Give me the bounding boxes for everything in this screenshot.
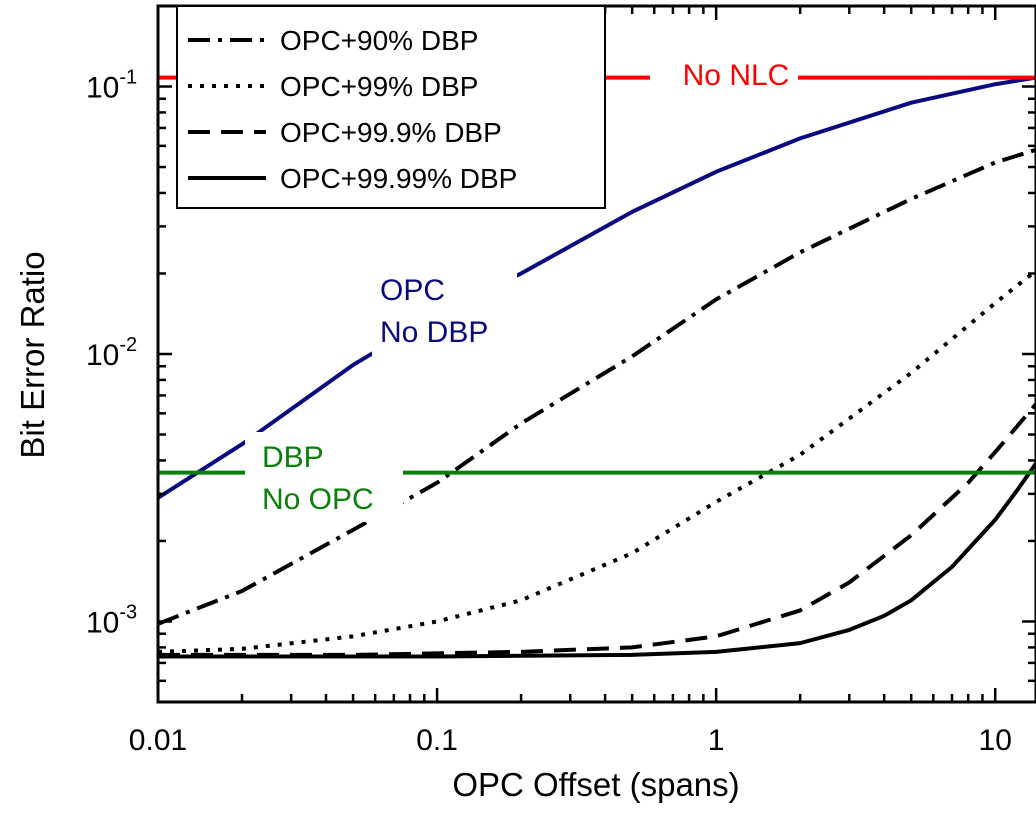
x-tick-label: 0.1: [416, 724, 458, 757]
curve-label-mask: [372, 262, 517, 357]
curve-label-no-nlc: No NLC: [683, 59, 790, 92]
legend-label: OPC+90% DBP: [280, 25, 478, 56]
x-axis-label: OPC Offset (spans): [452, 766, 739, 803]
curve-label-mask: [650, 66, 798, 104]
legend-label: OPC+99.99% DBP: [280, 163, 517, 194]
series-line-opc-99-99-dbp: [158, 462, 1036, 659]
curve-label-mask: [245, 432, 403, 522]
y-axis-label: Bit Error Ratio: [14, 251, 51, 458]
curve-label-dbp: DBP: [262, 441, 324, 474]
legend-label: OPC+99.9% DBP: [280, 117, 502, 148]
legend-label: OPC+99% DBP: [280, 71, 478, 102]
y-tick-label: 10-2: [86, 334, 137, 372]
curve-labels-layer: OPC No DBP DBP No OPC No NLC: [245, 59, 798, 522]
x-tick-label: 10: [979, 724, 1012, 757]
x-tick-label: 1: [708, 724, 725, 757]
x-tick-label: 0.01: [129, 724, 187, 757]
curve-label-no-dbp: No DBP: [380, 316, 488, 349]
y-tick-label: 10-3: [86, 601, 137, 639]
series-line-opc-90-dbp: [157, 147, 1036, 626]
series-line-opc-no-dbp: [156, 75, 1036, 500]
series-line-opc-99-9-dbp: [158, 402, 1036, 657]
series-line-opc-99-dbp: [157, 269, 1036, 654]
legend: OPC+90% DBP OPC+99% DBP OPC+99.9% DBP OPC+9…: [176, 5, 606, 209]
curve-label-opc: OPC: [380, 274, 445, 307]
y-tick-label: 10-1: [86, 67, 137, 105]
curve-label-no-opc: No OPC: [262, 483, 374, 516]
